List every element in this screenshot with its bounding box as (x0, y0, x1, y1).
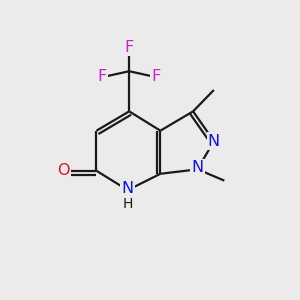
Text: N: N (122, 181, 134, 196)
Text: O: O (58, 163, 70, 178)
Text: F: F (98, 69, 107, 84)
Text: F: F (151, 69, 160, 84)
Text: H: H (122, 197, 133, 212)
Text: N: N (191, 160, 204, 175)
Text: N: N (208, 134, 220, 148)
Text: F: F (124, 40, 134, 55)
